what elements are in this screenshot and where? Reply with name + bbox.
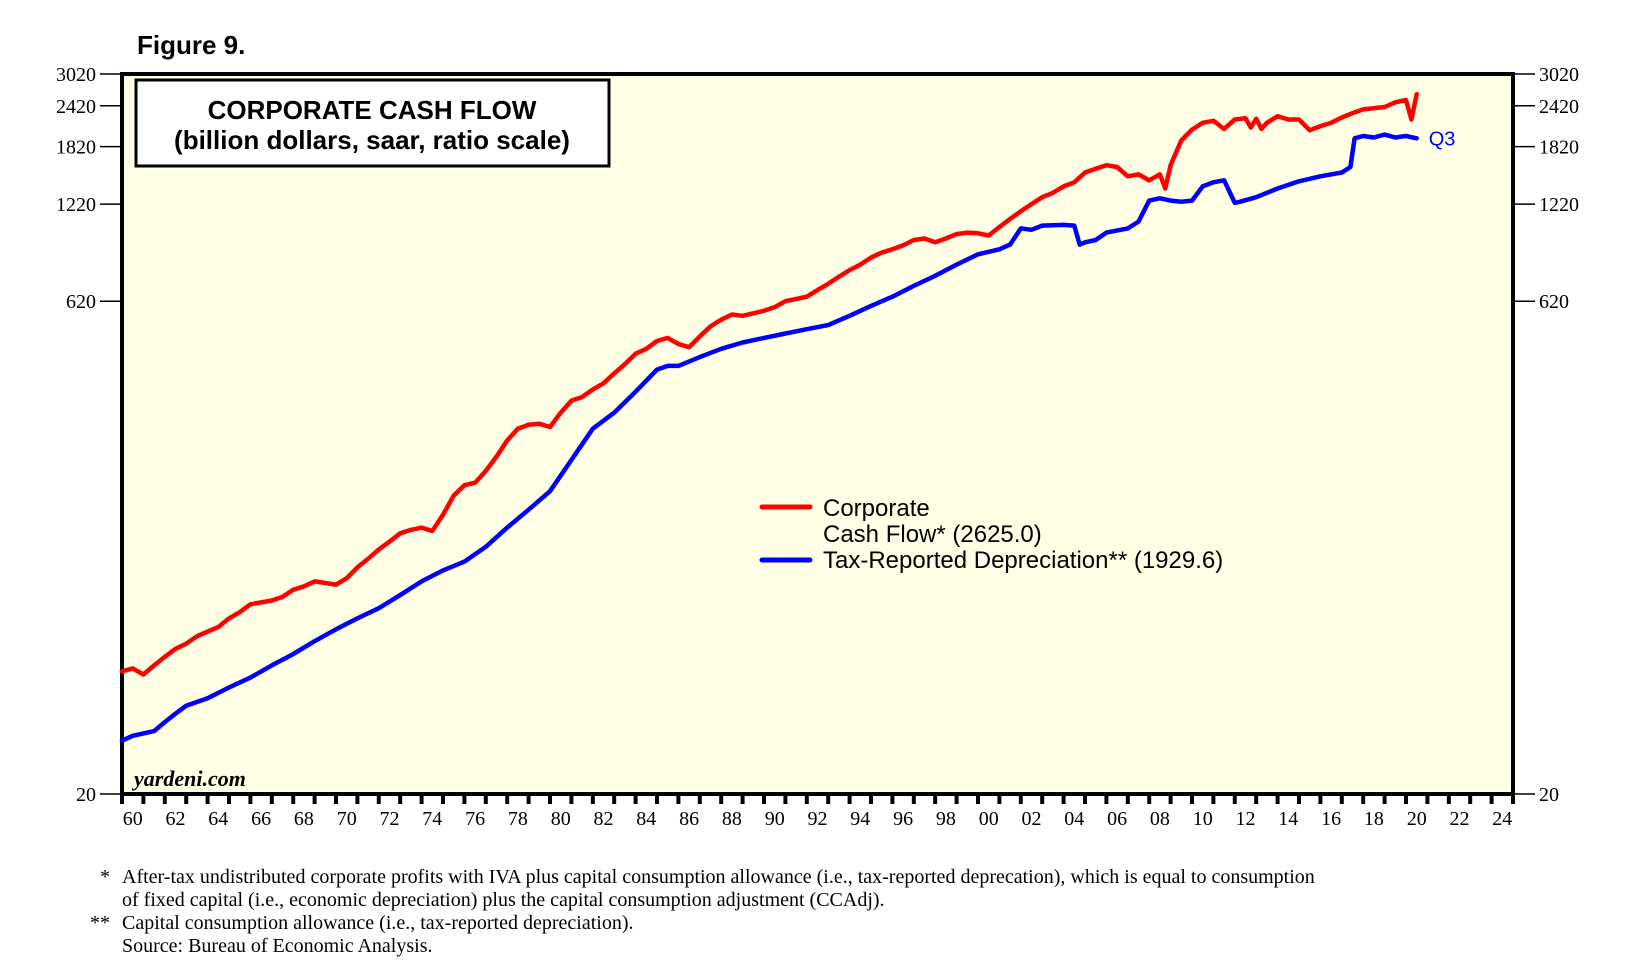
y-tick-label-left: 1220 bbox=[56, 194, 96, 216]
y-tick-label-right: 620 bbox=[1539, 291, 1569, 313]
x-tick-label: 18 bbox=[1364, 808, 1384, 830]
x-tick-label: 70 bbox=[337, 808, 357, 830]
legend-label-depreciation: Tax-Reported Depreciation** (1929.6) bbox=[823, 547, 1223, 574]
y-tick-label-left: 20 bbox=[76, 784, 96, 806]
footnote-1-line2: of fixed capital (i.e., economic depreci… bbox=[122, 889, 885, 911]
x-tick-label: 04 bbox=[1064, 808, 1084, 830]
chart-subtitle: (billion dollars, saar, ratio scale) bbox=[174, 125, 570, 155]
x-tick-label: 02 bbox=[1022, 808, 1042, 830]
x-tick-label: 88 bbox=[722, 808, 742, 830]
y-tick-label-right: 2420 bbox=[1539, 96, 1579, 118]
legend-label-cash-flow-line1: Corporate bbox=[823, 495, 930, 522]
x-tick-label: 76 bbox=[465, 808, 485, 830]
y-axis-right: 20 620 1220 1820 2420 3020 bbox=[1513, 64, 1579, 806]
x-tick-label: 00 bbox=[979, 808, 999, 830]
x-tick-label: 60 bbox=[123, 808, 143, 830]
x-tick-label: 64 bbox=[208, 808, 228, 830]
legend: Corporate Cash Flow* (2625.0) Tax-Report… bbox=[759, 495, 1223, 574]
x-tick-label: 08 bbox=[1150, 808, 1170, 830]
x-tick-label: 94 bbox=[850, 808, 870, 830]
x-tick-label: 74 bbox=[422, 808, 442, 830]
footnote-1-line1: After-tax undistributed corporate profit… bbox=[122, 866, 1315, 888]
x-tick-label: 84 bbox=[636, 808, 656, 830]
series-layer bbox=[119, 91, 1419, 743]
y-tick-label-left: 620 bbox=[66, 291, 96, 313]
x-axis: 60 62 64 66 68 70 72 74 76 78 80 82 84 86 88 90 92 94 96 98… bbox=[120, 794, 1515, 830]
y-axis-left: 20 620 1220 1820 2420 3020 bbox=[56, 64, 122, 806]
x-tick-label: 10 bbox=[1193, 808, 1213, 830]
legend-label-cash-flow-line2: Cash Flow* (2625.0) bbox=[823, 521, 1042, 548]
source-line: Source: Bureau of Economic Analysis. bbox=[122, 935, 433, 957]
title-box-frame bbox=[134, 78, 611, 168]
y-tick-label-right: 1220 bbox=[1539, 194, 1579, 216]
title-box: CORPORATE CASH FLOW (billion dollars, sa… bbox=[134, 78, 611, 168]
x-tick-label: 20 bbox=[1407, 808, 1427, 830]
brand-watermark: yardeni.com bbox=[131, 766, 246, 791]
series-line-cash-flow bbox=[119, 91, 1419, 677]
x-tick-label: 24 bbox=[1492, 808, 1512, 830]
x-tick-label: 22 bbox=[1450, 808, 1470, 830]
x-tick-label: 06 bbox=[1107, 808, 1127, 830]
x-tick-label: 98 bbox=[936, 808, 956, 830]
period-label: Q3 bbox=[1429, 128, 1456, 150]
x-tick-label: 16 bbox=[1321, 808, 1341, 830]
x-tick-label: 92 bbox=[808, 808, 828, 830]
chart-title: CORPORATE CASH FLOW bbox=[208, 95, 537, 125]
x-tick-label: 72 bbox=[380, 808, 400, 830]
x-tick-label: 82 bbox=[594, 808, 614, 830]
y-tick-label-left: 2420 bbox=[56, 96, 96, 118]
x-tick-label: 90 bbox=[765, 808, 785, 830]
y-tick-label-right: 1820 bbox=[1539, 137, 1579, 159]
x-tick-label: 68 bbox=[294, 808, 314, 830]
footnote-2-mark: ** bbox=[90, 912, 110, 934]
x-tick-label: 66 bbox=[251, 808, 271, 830]
footnote-1-mark: * bbox=[100, 866, 110, 888]
x-tick-label: 62 bbox=[166, 808, 186, 830]
x-tick-label: 86 bbox=[679, 808, 699, 830]
y-tick-label-right: 20 bbox=[1539, 784, 1559, 806]
figure-label: Figure 9. bbox=[137, 30, 245, 60]
x-tick-label: 78 bbox=[508, 808, 528, 830]
x-tick-label: 12 bbox=[1236, 808, 1256, 830]
plot-area bbox=[120, 72, 1515, 796]
y-tick-label-left: 1820 bbox=[56, 137, 96, 159]
series-line-depreciation bbox=[119, 132, 1419, 743]
y-tick-label-left: 3020 bbox=[56, 64, 96, 86]
footnote-2-line1: Capital consumption allowance (i.e., tax… bbox=[122, 912, 634, 934]
y-tick-label-right: 3020 bbox=[1539, 64, 1579, 86]
x-tick-label: 14 bbox=[1278, 808, 1298, 830]
x-tick-label: 80 bbox=[551, 808, 571, 830]
x-tick-label: 96 bbox=[893, 808, 913, 830]
